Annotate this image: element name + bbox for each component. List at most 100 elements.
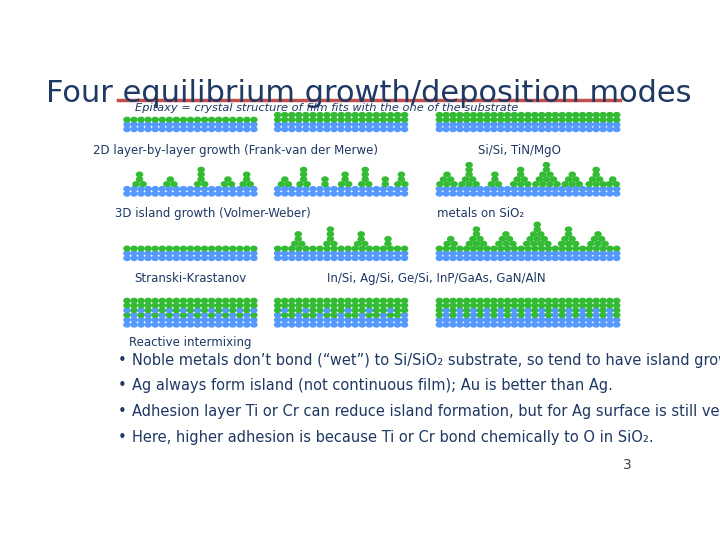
Circle shape [521, 177, 527, 181]
Circle shape [491, 246, 497, 251]
Circle shape [345, 308, 351, 313]
Circle shape [124, 256, 130, 260]
Circle shape [539, 256, 545, 260]
Circle shape [310, 308, 316, 313]
Circle shape [477, 122, 483, 127]
Circle shape [209, 122, 215, 127]
Circle shape [222, 299, 229, 303]
Circle shape [180, 318, 186, 322]
Circle shape [518, 127, 524, 132]
Circle shape [251, 322, 257, 327]
Circle shape [595, 232, 601, 237]
Circle shape [580, 117, 585, 122]
Circle shape [566, 117, 572, 122]
Circle shape [159, 191, 166, 196]
Circle shape [566, 177, 572, 181]
Circle shape [607, 256, 613, 260]
Circle shape [532, 318, 538, 322]
Circle shape [303, 299, 309, 303]
Circle shape [251, 127, 257, 132]
Circle shape [559, 112, 565, 117]
Circle shape [187, 308, 194, 313]
Circle shape [395, 318, 400, 322]
Circle shape [523, 241, 530, 246]
Circle shape [296, 322, 302, 327]
Circle shape [222, 251, 229, 255]
Circle shape [580, 122, 585, 127]
Circle shape [359, 112, 365, 117]
Circle shape [456, 256, 463, 260]
Circle shape [559, 256, 565, 260]
Circle shape [593, 127, 599, 132]
Circle shape [230, 299, 235, 303]
Circle shape [209, 313, 215, 318]
Circle shape [310, 187, 316, 191]
Circle shape [209, 303, 215, 308]
Circle shape [559, 318, 565, 322]
Circle shape [237, 122, 243, 127]
Circle shape [552, 318, 559, 322]
Circle shape [194, 182, 201, 186]
Circle shape [466, 167, 472, 172]
Circle shape [572, 112, 579, 117]
Circle shape [187, 322, 194, 327]
Circle shape [380, 299, 387, 303]
Circle shape [443, 256, 449, 260]
Circle shape [331, 308, 337, 313]
Circle shape [324, 318, 330, 322]
Circle shape [531, 241, 537, 246]
Circle shape [572, 191, 579, 196]
Circle shape [491, 308, 497, 313]
Circle shape [518, 303, 524, 308]
Circle shape [607, 122, 613, 127]
Circle shape [166, 322, 172, 327]
Circle shape [593, 251, 599, 255]
Circle shape [540, 172, 546, 177]
Circle shape [230, 318, 235, 322]
Circle shape [387, 318, 394, 322]
Circle shape [237, 313, 243, 318]
Circle shape [225, 177, 231, 181]
Circle shape [387, 191, 394, 196]
Circle shape [373, 256, 379, 260]
Circle shape [436, 299, 442, 303]
Circle shape [324, 313, 330, 318]
Circle shape [202, 122, 207, 127]
Circle shape [534, 237, 540, 241]
Circle shape [358, 232, 364, 237]
Circle shape [138, 299, 144, 303]
Circle shape [131, 318, 137, 322]
Circle shape [124, 318, 130, 322]
Circle shape [274, 117, 281, 122]
Circle shape [159, 251, 166, 255]
Circle shape [274, 256, 281, 260]
Circle shape [436, 318, 442, 322]
Circle shape [359, 256, 365, 260]
Circle shape [456, 187, 463, 191]
Circle shape [296, 112, 302, 117]
Circle shape [491, 318, 497, 322]
Circle shape [580, 299, 585, 303]
Circle shape [187, 122, 194, 127]
Circle shape [338, 318, 344, 322]
Circle shape [464, 308, 469, 313]
Circle shape [536, 177, 542, 181]
Circle shape [317, 308, 323, 313]
Circle shape [503, 232, 509, 237]
Circle shape [345, 322, 351, 327]
Circle shape [451, 241, 457, 246]
Circle shape [586, 251, 593, 255]
Circle shape [202, 117, 207, 122]
Circle shape [274, 303, 281, 308]
Circle shape [282, 112, 288, 117]
Circle shape [480, 241, 487, 246]
Circle shape [586, 122, 593, 127]
Circle shape [237, 299, 243, 303]
Circle shape [477, 256, 483, 260]
Circle shape [138, 313, 144, 318]
Circle shape [222, 117, 229, 122]
Circle shape [398, 172, 405, 177]
Circle shape [559, 187, 565, 191]
Circle shape [532, 117, 538, 122]
Circle shape [380, 251, 387, 255]
